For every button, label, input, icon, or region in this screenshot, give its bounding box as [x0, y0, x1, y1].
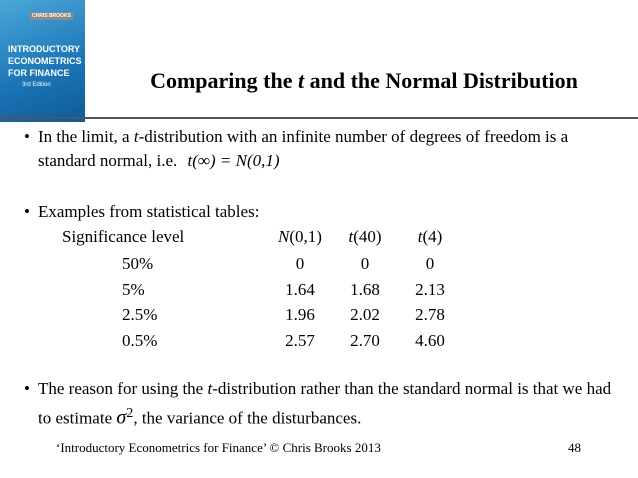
symbol: σ	[116, 406, 127, 429]
page-number: 48	[568, 440, 581, 455]
title-italic: t	[297, 68, 305, 93]
title-rule	[0, 117, 638, 119]
bullet-text: The reason for using the	[38, 379, 208, 398]
bullet-text: In the limit, a	[38, 127, 134, 146]
table-cell: 2.70	[350, 330, 380, 350]
formula: t(∞) = N(0,1)	[187, 151, 280, 170]
footer: ‘Introductory Econometrics for Finance’ …	[56, 440, 381, 455]
bullet-text: -distribution rather than the standard n…	[38, 379, 612, 428]
header-italic: t	[348, 227, 354, 246]
row-label: 50%	[122, 254, 154, 273]
superscript: 2	[126, 405, 134, 421]
table-cell: 1.64	[285, 279, 315, 299]
table-cell: 2.13	[415, 279, 445, 299]
header-text: (40)	[353, 227, 382, 246]
table-cell: 1.96	[285, 305, 315, 324]
cover-author: CHRIS BROOKS	[30, 12, 73, 20]
bullet: • Examples from statistical tables:	[24, 202, 260, 221]
header-italic: N	[278, 227, 290, 246]
cover-title: ECONOMETRICS	[8, 56, 82, 66]
table-header: t(4)	[400, 227, 460, 247]
row-label: 0.5%	[122, 330, 158, 350]
bullet-text: , the variance of the disturbances.	[133, 408, 362, 428]
bullet-text: Examples from statistical tables:	[38, 202, 260, 221]
table-cell: 2.57	[285, 330, 315, 350]
header-text: (4)	[422, 227, 443, 246]
title-text: Comparing the	[150, 68, 298, 93]
table-cell: 2.78	[415, 305, 445, 324]
cover-title: FOR FINANCE	[8, 68, 70, 78]
table-cell: 0	[295, 254, 305, 273]
table-cell: 2.02	[350, 305, 380, 324]
bullet: • In the limit, a t-distribution with an …	[24, 127, 569, 170]
title-text: and the Normal Distribution	[304, 68, 578, 93]
table-cell: 0	[425, 254, 435, 273]
bullet: • The reason for using the t-distribution…	[24, 379, 612, 429]
bullet-text: -distribution with an infinite number of…	[38, 127, 569, 170]
table-header: N(0,1)	[270, 227, 330, 247]
table-cell: 4.60	[415, 330, 445, 350]
bullet-italic: t	[207, 379, 213, 398]
header-text: (0,1)	[289, 227, 322, 246]
row-label: 5%	[122, 279, 145, 299]
cover-edition: 3rd Edition	[22, 82, 51, 88]
cover-title: INTRODUCTORY	[8, 44, 80, 54]
book-cover: CHRIS BROOKS INTRODUCTORY ECONOMETRICS F…	[0, 0, 85, 122]
table-cell: 0	[360, 254, 370, 273]
slide-title: Comparing the t and the Normal Distribut…	[90, 68, 638, 94]
table-header: t(40)	[335, 227, 395, 247]
table-cell: 1.68	[350, 279, 380, 299]
table-header: Significance level	[62, 227, 185, 246]
bullet-italic: t	[133, 127, 139, 146]
row-label: 2.5%	[122, 305, 158, 324]
header-italic: t	[417, 227, 423, 246]
